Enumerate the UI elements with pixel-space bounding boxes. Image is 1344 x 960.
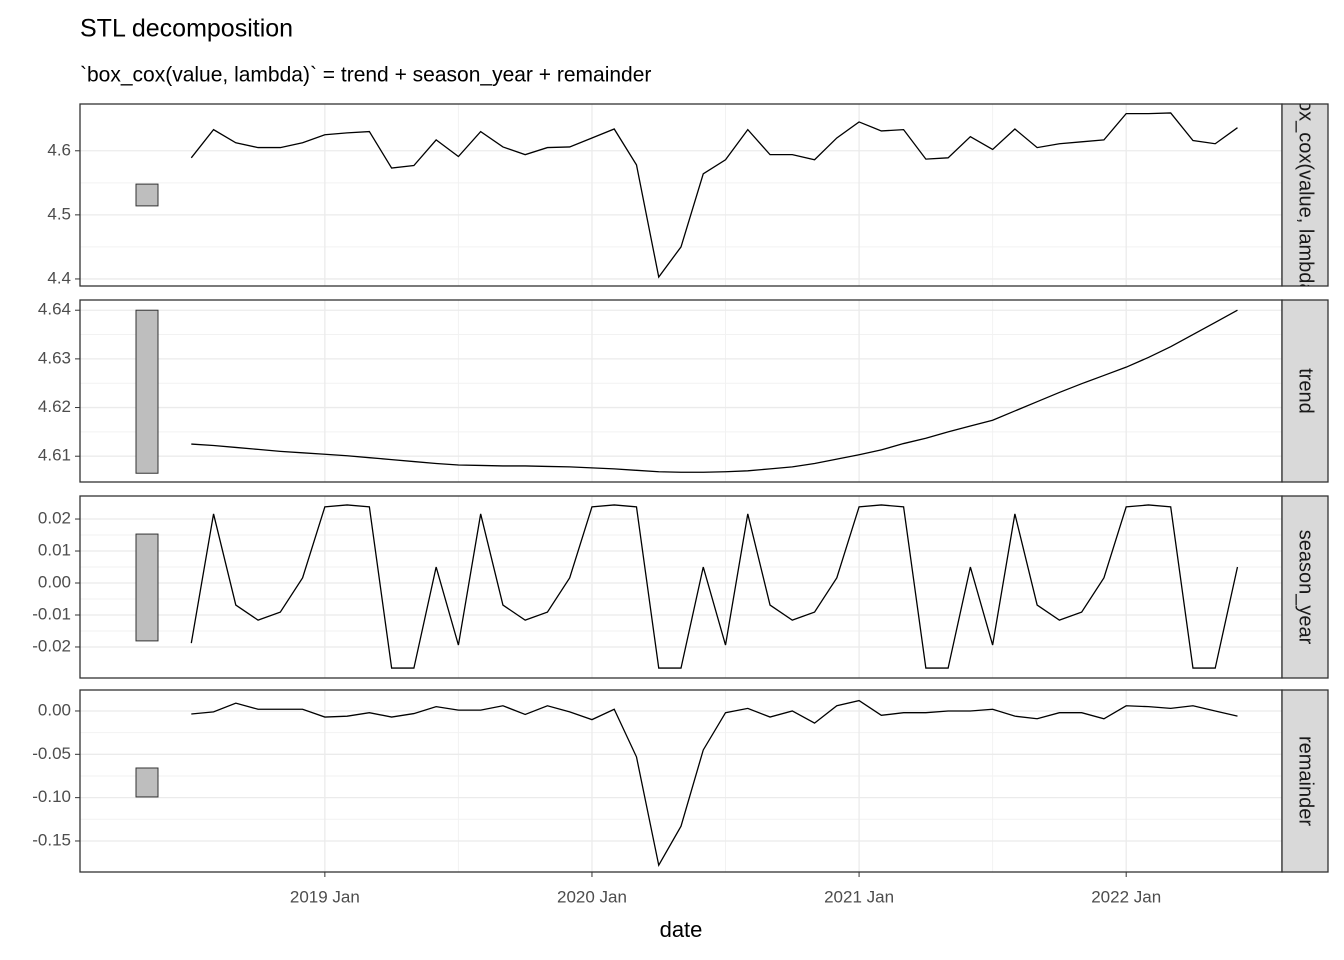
y-tick-label: 0.00 (38, 572, 71, 591)
strip-group: remainder (1295, 736, 1317, 826)
y-tick-label: 4.5 (47, 204, 71, 223)
y-tick-label: 4.62 (38, 397, 71, 416)
x-tick-label: 2022 Jan (1091, 887, 1161, 906)
strip-group: trend (1295, 368, 1317, 414)
strip-group: season_year (1295, 530, 1317, 645)
panel-background (80, 496, 1282, 678)
strip-label: season_year (1295, 530, 1317, 645)
strip-label: remainder (1295, 736, 1317, 826)
series-line (190, 504, 1239, 669)
x-tick-label: 2021 Jan (824, 887, 894, 906)
strip (1281, 689, 1329, 873)
y-tick-label: -0.10 (32, 787, 71, 806)
series-line (190, 112, 1238, 279)
panel-background (80, 690, 1282, 872)
series-line (191, 699, 1238, 868)
strip (1281, 299, 1329, 483)
strip (1281, 495, 1329, 679)
x-axis-label: date (660, 917, 703, 942)
range-bar (135, 309, 159, 474)
series-line (191, 309, 1238, 473)
y-tick-label: 4.64 (38, 300, 71, 319)
strip-label: `box_cox(value, lambda)` (1295, 82, 1317, 308)
strip (1281, 103, 1329, 287)
y-tick-label: -0.01 (32, 604, 71, 623)
y-tick-label: -0.15 (32, 830, 71, 849)
chart-subtitle: `box_cox(value, lambda)` = trend + seaso… (80, 64, 651, 87)
range-bar (135, 183, 159, 207)
y-tick-label: 4.63 (38, 348, 71, 367)
y-tick-label: 4.61 (38, 446, 71, 465)
y-tick-label: 0.02 (38, 509, 71, 528)
x-tick-label: 2019 Jan (290, 887, 360, 906)
range-bar (135, 767, 159, 798)
y-tick-label: -0.05 (32, 744, 71, 763)
y-tick-label: 0.01 (38, 541, 71, 560)
panel-background (80, 104, 1282, 286)
y-tick-label: 4.4 (47, 268, 71, 287)
chart-title: STL decomposition (80, 15, 293, 43)
y-tick-label: 4.6 (47, 140, 71, 159)
range-bar (135, 533, 159, 642)
panel-background (80, 300, 1282, 482)
strip-label: trend (1295, 368, 1317, 414)
y-tick-label: 0.00 (38, 700, 71, 719)
strip-group: `box_cox(value, lambda)` (1295, 82, 1317, 308)
x-tick-label: 2020 Jan (557, 887, 627, 906)
y-tick-label: -0.02 (32, 636, 71, 655)
